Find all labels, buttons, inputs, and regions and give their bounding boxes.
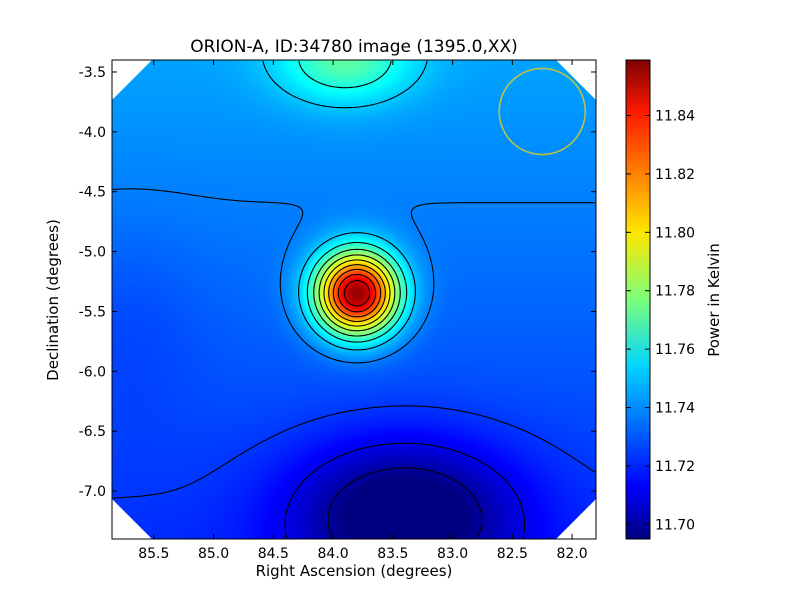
- y-axis-ticks: -3.5 -4.0 -4.5 -5.0 -5.5 -6.0 -6.5 -7.0: [79, 65, 596, 500]
- colorbar-tick-label: 11.70: [655, 517, 695, 533]
- colorbar-tick-label: 11.80: [655, 225, 695, 241]
- y-tick-label: -5.5: [79, 304, 106, 320]
- y-tick-label: -6.5: [79, 424, 106, 440]
- colorbar-tick-label: 11.84: [655, 108, 695, 124]
- colorbar-tick-label: 11.78: [655, 284, 695, 300]
- contour-line: [332, 268, 382, 318]
- colorbar-tick-label: 11.74: [655, 401, 695, 417]
- y-tick-label: -3.5: [79, 65, 106, 81]
- x-axis-ticks: 85.5 85.0 84.5 84.0 83.5 83.0 82.5 82.0: [138, 60, 588, 562]
- x-tick-label: 82.0: [557, 546, 588, 562]
- chart-title: ORION-A, ID:34780 image (1395.0,XX): [190, 37, 518, 57]
- colorbar-tick-label: 11.76: [655, 342, 695, 358]
- contour-line: [318, 254, 396, 332]
- contour-line: [323, 259, 391, 327]
- y-tick-label: -4.5: [79, 185, 106, 201]
- contour-line: [343, 279, 371, 307]
- contour-line: [112, 188, 595, 364]
- colorbar-tick-label: 11.72: [655, 459, 695, 475]
- contour-line: [313, 248, 401, 337]
- x-tick-label: 84.5: [258, 546, 289, 562]
- x-tick-label: 82.5: [497, 546, 528, 562]
- x-tick-label: 85.0: [198, 546, 229, 562]
- contour-line: [337, 273, 377, 313]
- beam-circle: [498, 67, 587, 156]
- heatmap-image: [112, 60, 596, 539]
- y-axis-label: Declination (degrees): [44, 219, 62, 381]
- contour-line: [327, 467, 483, 539]
- colorbar-ticks: 11.70 11.72 11.74 11.76 11.78 11.80 11.82 11.84: [626, 108, 695, 533]
- colorbar: [625, 59, 651, 540]
- colorbar-label: Power in Kelvin: [705, 243, 723, 357]
- contour-line: [113, 405, 596, 499]
- x-tick-label: 85.5: [138, 546, 169, 562]
- x-axis-label: Right Ascension (degrees): [256, 562, 453, 580]
- x-tick-label: 84.0: [318, 546, 349, 562]
- y-tick-label: -7.0: [79, 484, 106, 500]
- y-tick-label: -5.0: [79, 245, 106, 261]
- plot-frame: [111, 59, 597, 540]
- contour-lines: [112, 60, 596, 539]
- contour-line: [328, 264, 386, 323]
- y-tick-label: -4.0: [79, 125, 106, 141]
- heatmap-plot: [112, 60, 596, 539]
- colorbar-tick-label: 11.82: [655, 167, 695, 183]
- y-tick-label: -6.0: [79, 364, 106, 380]
- contour-line: [262, 60, 428, 351]
- contour-line: [298, 60, 408, 343]
- contour-line: [284, 442, 526, 539]
- x-tick-label: 83.0: [437, 546, 468, 562]
- x-tick-label: 83.5: [377, 546, 408, 562]
